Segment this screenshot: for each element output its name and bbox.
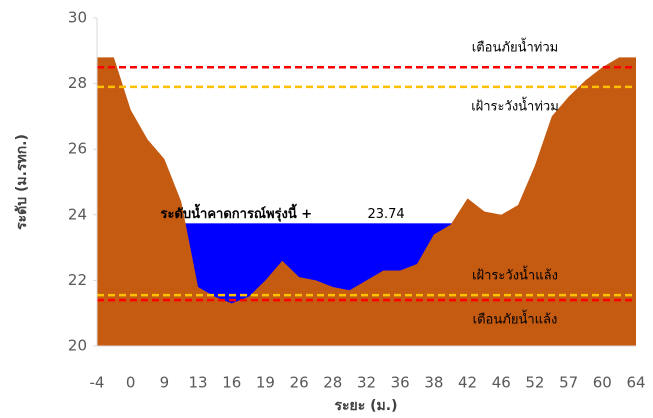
- y-tick-label: 20: [68, 337, 87, 355]
- reference-label: เฝ้าระวังน้ำท่วม: [471, 96, 559, 114]
- x-tick-label: 46: [492, 374, 511, 392]
- x-tick-label: 0: [126, 374, 136, 392]
- y-tick-label: 26: [68, 140, 87, 158]
- y-tick-label: 30: [68, 9, 87, 27]
- x-tick-label: 60: [593, 374, 612, 392]
- x-tick-label: 26: [290, 374, 309, 392]
- x-tick-label: 32: [357, 374, 376, 392]
- x-tick-label: 36: [391, 374, 410, 392]
- reference-label: เตือนภัยน้ำแล้ง: [473, 310, 558, 328]
- water-value-label: 23.74: [367, 207, 404, 222]
- x-tick-label: -4: [90, 374, 105, 392]
- x-tick-label: 64: [626, 374, 645, 392]
- x-tick-label: 28: [323, 374, 342, 392]
- y-tick-label: 28: [68, 74, 87, 92]
- y-tick-label: 22: [68, 271, 87, 289]
- reference-label: เตือนภัยน้ำท่วม: [472, 38, 558, 56]
- y-axis-label: ระดับ (ม.รทก.): [14, 134, 30, 230]
- x-tick-label: 13: [189, 374, 208, 392]
- x-tick-label: 38: [424, 374, 443, 392]
- x-tick-label: 52: [525, 374, 544, 392]
- x-axis-label: ระยะ (ม.): [335, 398, 398, 414]
- x-tick-label: 19: [256, 374, 275, 392]
- reference-label: เฝ้าระวังน้ำแล้ง: [472, 266, 558, 284]
- y-tick-label: 24: [68, 205, 87, 223]
- ground-area: [97, 57, 636, 347]
- water-annotation: ระดับน้ำคาดการณ์พรุ่งนี้ +: [160, 203, 312, 222]
- x-tick-label: 9: [160, 374, 170, 392]
- x-tick-label: 42: [458, 374, 477, 392]
- x-tick-label: 16: [222, 374, 241, 392]
- x-tick-label: 57: [559, 374, 578, 392]
